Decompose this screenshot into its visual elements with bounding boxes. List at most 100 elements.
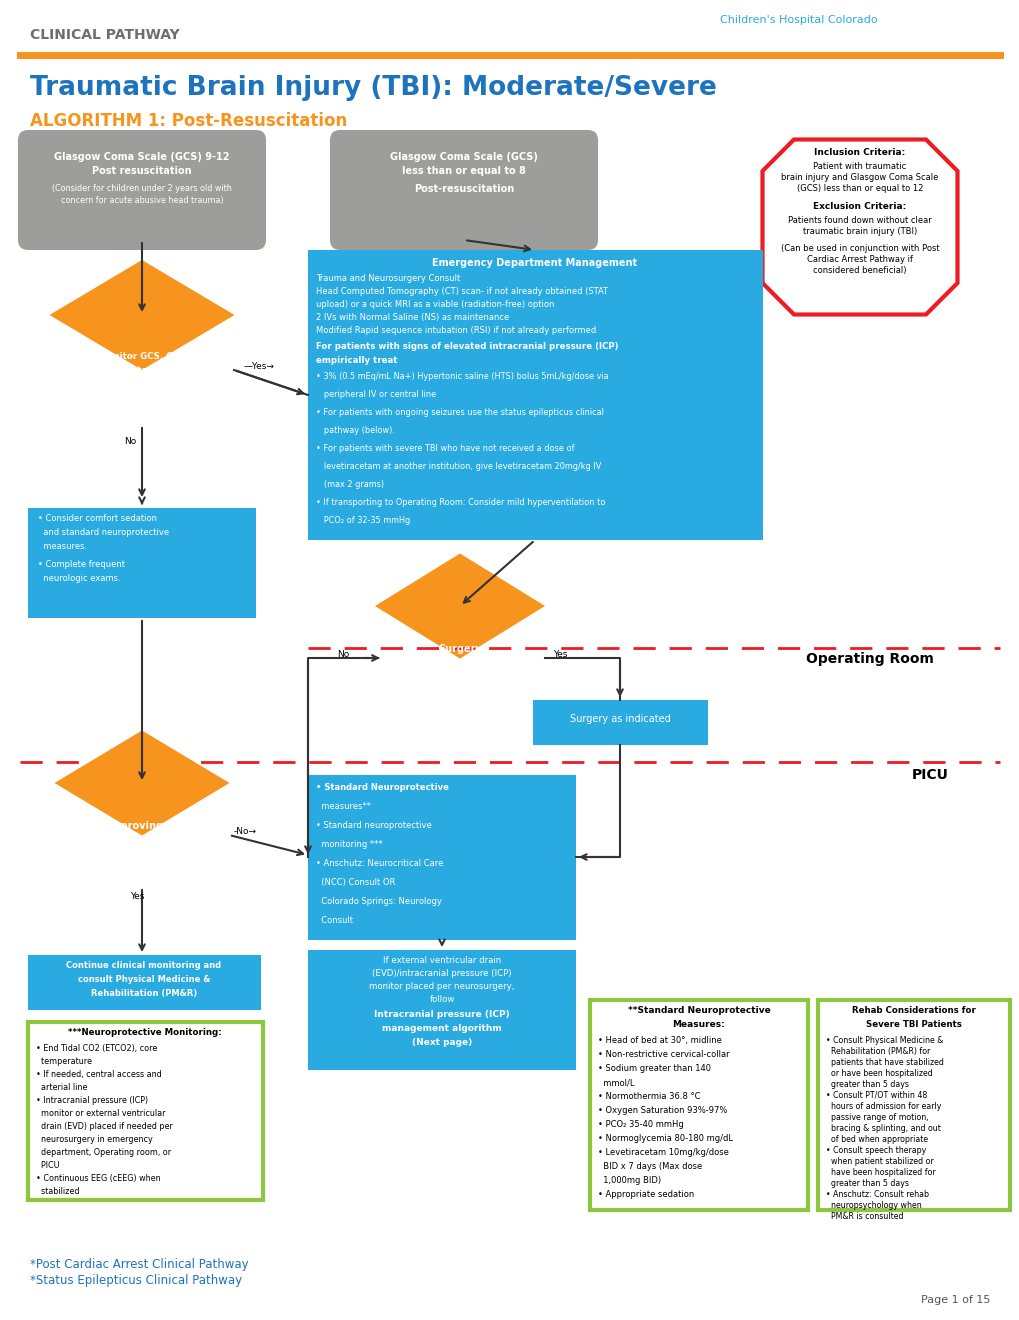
Text: and standard neuroprotective: and standard neuroprotective — [38, 528, 169, 537]
Text: Page 1 of 15: Page 1 of 15 — [920, 1295, 989, 1305]
Text: Yes: Yes — [552, 649, 567, 659]
Text: arterial line: arterial line — [36, 1082, 88, 1092]
Text: • Consult speech therapy: • Consult speech therapy — [825, 1146, 925, 1155]
Text: Patient with traumatic: Patient with traumatic — [812, 162, 906, 172]
Text: stable?: stable? — [122, 837, 162, 847]
FancyBboxPatch shape — [18, 129, 266, 249]
Text: (NCC) Consult OR: (NCC) Consult OR — [316, 878, 395, 887]
Text: Head Computed Tomography (CT) scan- if not already obtained (STAT: Head Computed Tomography (CT) scan- if n… — [316, 286, 607, 296]
Polygon shape — [762, 140, 957, 314]
Text: • 3% (0.5 mEq/mL Na+) Hypertonic saline (HTS) bolus 5mL/kg/dose via: • 3% (0.5 mEq/mL Na+) Hypertonic saline … — [316, 372, 608, 381]
Text: less than or equal to 8: less than or equal to 8 — [401, 166, 526, 176]
Text: • For patients with ongoing seizures use the status epilepticus clinical: • For patients with ongoing seizures use… — [316, 408, 603, 417]
Text: Post resuscitation: Post resuscitation — [92, 166, 192, 176]
Text: traumatic brain injury (TBI): traumatic brain injury (TBI) — [802, 227, 916, 236]
Text: of bed when appropriate: of bed when appropriate — [825, 1135, 927, 1144]
Text: ***Neuroprotective Monitoring:: ***Neuroprotective Monitoring: — [68, 1028, 221, 1038]
Text: (Consider for children under 2 years old with: (Consider for children under 2 years old… — [52, 183, 231, 193]
Text: • Head of bed at 30°, midline: • Head of bed at 30°, midline — [597, 1036, 721, 1045]
Text: • Consider comfort sedation: • Consider comfort sedation — [38, 513, 157, 523]
Text: hours of admission for early: hours of admission for early — [825, 1102, 941, 1111]
Text: Cardiac Arrest Pathway if: Cardiac Arrest Pathway if — [806, 255, 912, 264]
Text: 2 IVs with Normal Saline (NS) as maintenance: 2 IVs with Normal Saline (NS) as mainten… — [316, 313, 508, 322]
Bar — [533, 700, 707, 744]
Bar — [308, 950, 576, 1071]
Text: Operating Room: Operating Room — [805, 652, 933, 667]
Text: neurosurgery in emergency: neurosurgery in emergency — [36, 1135, 153, 1144]
Bar — [817, 1001, 1009, 1210]
Text: (GCS) less than or equal to 12: (GCS) less than or equal to 12 — [796, 183, 922, 193]
Text: (Next page): (Next page) — [412, 1038, 472, 1047]
Text: mmol/L: mmol/L — [597, 1078, 634, 1086]
Polygon shape — [50, 260, 234, 370]
Text: Measures:: Measures: — [672, 1020, 725, 1030]
Text: concern for acute abusive head trauma): concern for acute abusive head trauma) — [60, 195, 223, 205]
Text: • Anschutz: Neurocritical Care: • Anschutz: Neurocritical Care — [316, 859, 443, 869]
Text: Traumatic Brain Injury (TBI): Moderate/Severe: Traumatic Brain Injury (TBI): Moderate/S… — [30, 75, 716, 102]
Text: No: No — [124, 437, 137, 446]
Text: For patients with signs of elevated intracranial pressure (ICP): For patients with signs of elevated intr… — [316, 342, 618, 351]
Text: Indicated?: Indicated? — [431, 660, 488, 671]
Text: have been hospitalized for: have been hospitalized for — [825, 1168, 934, 1177]
Text: monitor placed per neurosurgery,: monitor placed per neurosurgery, — [369, 982, 515, 991]
Text: Post-resuscitation: Post-resuscitation — [414, 183, 514, 194]
Text: monitor or external ventricular: monitor or external ventricular — [36, 1109, 165, 1118]
Bar — [28, 1022, 263, 1200]
Text: Patients found down without clear: Patients found down without clear — [788, 216, 931, 224]
Text: • If needed, central access and: • If needed, central access and — [36, 1071, 162, 1078]
Text: • Normothermia 36.8 °C: • Normothermia 36.8 °C — [597, 1092, 700, 1101]
Text: when patient stabilized or: when patient stabilized or — [825, 1158, 932, 1166]
Text: (Can be used in conjunction with Post: (Can be used in conjunction with Post — [780, 244, 938, 253]
Text: Glasgow Coma Scale (GCS): Glasgow Coma Scale (GCS) — [389, 152, 537, 162]
Polygon shape — [375, 553, 544, 659]
Bar — [28, 954, 261, 1010]
Text: • Anschutz: Consult rehab: • Anschutz: Consult rehab — [825, 1191, 928, 1199]
Text: PICU: PICU — [911, 768, 948, 781]
Text: • Non-restrictive cervical-collar: • Non-restrictive cervical-collar — [597, 1049, 729, 1059]
Text: empirically treat: empirically treat — [316, 356, 397, 366]
Text: department, Operating room, or: department, Operating room, or — [36, 1148, 171, 1158]
Text: Glasgow Coma Scale (GCS) 9-12: Glasgow Coma Scale (GCS) 9-12 — [54, 152, 229, 162]
Text: • Continuous EEG (cEEG) when: • Continuous EEG (cEEG) when — [36, 1173, 160, 1183]
Text: measures.: measures. — [38, 543, 87, 550]
Text: —Yes→: —Yes→ — [244, 362, 274, 371]
Text: • If transporting to Operating Room: Consider mild hyperventilation to: • If transporting to Operating Room: Con… — [316, 498, 605, 507]
Text: *Post Cardiac Arrest Clinical Pathway: *Post Cardiac Arrest Clinical Pathway — [30, 1258, 249, 1271]
Text: greater than 5 days: greater than 5 days — [825, 1179, 908, 1188]
Text: *Status Epilepticus Clinical Pathway: *Status Epilepticus Clinical Pathway — [30, 1274, 242, 1287]
Bar — [589, 1001, 807, 1210]
Text: upload) or a quick MRI as a viable (radiation-free) option: upload) or a quick MRI as a viable (radi… — [316, 300, 554, 309]
Text: • Complete frequent: • Complete frequent — [38, 560, 125, 569]
Text: neurologic exams.: neurologic exams. — [38, 574, 120, 583]
Text: Rehab Considerations for: Rehab Considerations for — [851, 1006, 975, 1015]
Text: (max 2 grams): (max 2 grams) — [316, 480, 384, 488]
Text: • Consult Physical Medicine &: • Consult Physical Medicine & — [825, 1036, 943, 1045]
Text: brain injury and Glasgow Coma Scale: brain injury and Glasgow Coma Scale — [781, 173, 937, 182]
Text: considered beneficial): considered beneficial) — [812, 267, 906, 275]
Text: Colorado Springs: Neurology: Colorado Springs: Neurology — [316, 898, 441, 906]
Text: (EVD)/intracranial pressure (ICP): (EVD)/intracranial pressure (ICP) — [372, 969, 512, 978]
Bar — [308, 249, 762, 540]
Text: • End Tidal CO2 (ETCO2), core: • End Tidal CO2 (ETCO2), core — [36, 1044, 157, 1053]
Text: pathway (below).: pathway (below). — [316, 426, 394, 436]
Text: Exclusion Criteria:: Exclusion Criteria: — [812, 202, 906, 211]
Text: • Consult PT/OT within 48: • Consult PT/OT within 48 — [825, 1092, 926, 1100]
Text: Severe TBI Patients: Severe TBI Patients — [865, 1020, 961, 1030]
Text: PICU: PICU — [36, 1162, 59, 1170]
Text: 1,000mg BID): 1,000mg BID) — [597, 1176, 660, 1185]
Text: Rehabilitation (PM&R) for: Rehabilitation (PM&R) for — [825, 1047, 929, 1056]
Text: drain (EVD) placed if needed per: drain (EVD) placed if needed per — [36, 1122, 172, 1131]
Text: bracing & splinting, and out: bracing & splinting, and out — [825, 1125, 940, 1133]
Text: greater than 5 days: greater than 5 days — [825, 1080, 908, 1089]
Text: • Intracranial pressure (ICP): • Intracranial pressure (ICP) — [36, 1096, 148, 1105]
Text: • Oxygen Saturation 93%-97%: • Oxygen Saturation 93%-97% — [597, 1106, 727, 1115]
Text: Intracranial pressure (ICP): Intracranial pressure (ICP) — [374, 1010, 510, 1019]
Text: or equal to 8?: or equal to 8? — [108, 380, 175, 389]
Text: No: No — [336, 649, 348, 659]
Text: ALGORITHM 1: Post-Resuscitation: ALGORITHM 1: Post-Resuscitation — [30, 112, 346, 129]
Text: follow: follow — [429, 995, 454, 1005]
Text: management algorithm: management algorithm — [382, 1024, 501, 1034]
Text: Improving or: Improving or — [106, 821, 177, 832]
Text: peripheral IV or central line: peripheral IV or central line — [316, 389, 436, 399]
Text: Children's Hospital Colorado: Children's Hospital Colorado — [719, 15, 876, 25]
